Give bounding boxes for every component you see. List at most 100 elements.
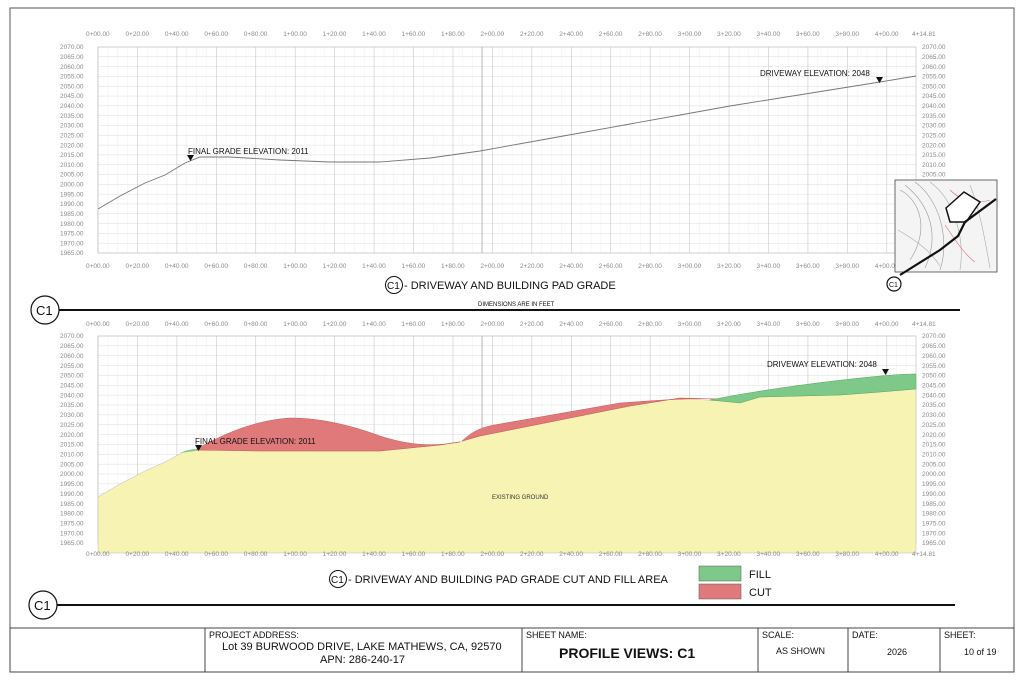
y-tick-label: 2030.00 xyxy=(922,412,946,419)
y-tick-label: 2025.00 xyxy=(60,422,84,429)
y-tick-label: 2010.00 xyxy=(60,451,84,458)
top-title-tag-circle xyxy=(385,276,403,294)
y-tick-label: 2030.00 xyxy=(60,123,84,130)
cut-area-1 xyxy=(194,417,461,452)
bottom-title-tag: C1 xyxy=(331,575,344,586)
project-address-label: PROJECT ADDRESS: xyxy=(209,630,299,640)
y-tick-label: 2015.00 xyxy=(60,442,84,449)
y-tick-label: 1985.00 xyxy=(60,501,84,508)
y-tick-label: 1990.00 xyxy=(922,491,946,498)
x-tick-label: 1+40.00 xyxy=(362,31,386,38)
project-address: Lot 39 BURWOOD DRIVE, LAKE MATHEWS, CA, … xyxy=(222,641,502,653)
y-tick-label: 2065.00 xyxy=(60,54,84,61)
x-tick-label: 2+60.00 xyxy=(599,551,623,558)
x-tick-label: 3+20.00 xyxy=(717,31,741,38)
key-map-inset: C1 xyxy=(886,179,998,292)
x-tick-label: 1+80.00 xyxy=(441,551,465,558)
x-tick-label: 2+20.00 xyxy=(520,321,544,328)
y-tick-label: 2025.00 xyxy=(922,132,946,139)
y-tick-label: 2055.00 xyxy=(60,74,84,81)
x-tick-label: 0+20.00 xyxy=(125,263,149,270)
y-tick-label: 2060.00 xyxy=(60,353,84,360)
y-tick-label: 1975.00 xyxy=(922,520,946,527)
x-tick-label: 2+20.00 xyxy=(520,551,544,558)
x-tick-label: 1+20.00 xyxy=(323,263,347,270)
y-tick-label: 2055.00 xyxy=(922,74,946,81)
sheet-name: PROFILE VIEWS: C1 xyxy=(559,645,696,661)
x-tick-label: 1+60.00 xyxy=(402,551,426,558)
fill-area-small xyxy=(180,449,197,453)
x-tick-label: 3+20.00 xyxy=(717,321,741,328)
scale-label: SCALE: xyxy=(762,630,795,640)
y-tick-label: 1980.00 xyxy=(922,511,946,518)
x-tick-label: 1+80.00 xyxy=(441,31,465,38)
x-tick-label: 1+40.00 xyxy=(362,551,386,558)
y-tick-label: 1975.00 xyxy=(60,231,84,238)
x-tick-label: 2+60.00 xyxy=(599,321,623,328)
y-tick-label: 2040.00 xyxy=(922,392,946,399)
y-tick-label: 2040.00 xyxy=(60,103,84,110)
y-tick-label: 2000.00 xyxy=(922,471,946,478)
y-tick-label: 1980.00 xyxy=(60,511,84,518)
existing-ground-area xyxy=(97,388,917,554)
x-tick-label: 1+00.00 xyxy=(283,551,307,558)
y-tick-label: 2035.00 xyxy=(922,113,946,120)
y-tick-label: 1995.00 xyxy=(922,481,946,488)
x-tick-label: 0+00.00 xyxy=(86,263,110,270)
x-tick-label: 4+00.00 xyxy=(875,263,899,270)
x-tick-label: 0+80.00 xyxy=(244,551,268,558)
bottom-driveway-elevation-annotation: DRIVEWAY ELEVATION: 2048 xyxy=(767,360,877,369)
y-tick-label: 2070.00 xyxy=(922,333,946,340)
bottom-driveway-marker-icon xyxy=(882,369,889,375)
x-tick-label: 3+60.00 xyxy=(796,263,820,270)
x-tick-label: 0+20.00 xyxy=(125,31,149,38)
y-tick-label: 1975.00 xyxy=(60,520,84,527)
x-tick-label: 0+40.00 xyxy=(165,31,189,38)
x-tick-label: 4+00.00 xyxy=(875,31,899,38)
y-tick-label: 2045.00 xyxy=(60,382,84,389)
y-tick-label: 2020.00 xyxy=(60,142,84,149)
x-tick-label: 3+00.00 xyxy=(678,321,702,328)
x-tick-label: 4+14.81 xyxy=(912,31,936,38)
y-tick-label: 2035.00 xyxy=(60,113,84,120)
x-tick-label: 1+80.00 xyxy=(441,321,465,328)
x-tick-label: 3+80.00 xyxy=(835,31,859,38)
y-tick-label: 2060.00 xyxy=(922,353,946,360)
x-tick-label: 2+40.00 xyxy=(559,263,583,270)
x-tick-label: 1+40.00 xyxy=(362,263,386,270)
x-tick-label: 0+20.00 xyxy=(125,551,149,558)
driveway-elevation-marker-icon xyxy=(876,77,883,83)
sheet-number: 10 of 19 xyxy=(964,647,997,657)
y-tick-label: 2070.00 xyxy=(60,333,84,340)
legend-cut-label: CUT xyxy=(749,587,772,599)
y-tick-label: 1970.00 xyxy=(60,530,84,537)
y-tick-label: 2005.00 xyxy=(60,461,84,468)
x-tick-label: 4+14.81 xyxy=(912,321,936,328)
x-tick-label: 2+80.00 xyxy=(638,263,662,270)
x-tick-label: 3+60.00 xyxy=(796,31,820,38)
x-tick-label: 3+20.00 xyxy=(717,263,741,270)
grid-frame xyxy=(97,46,917,254)
y-tick-label: 2045.00 xyxy=(922,382,946,389)
bottom-profile-y-ticks-right: 2070.00 2065.00 2060.00 2055.00 2050.00 2045.… xyxy=(922,333,946,547)
x-tick-label: 0+20.00 xyxy=(125,321,149,328)
x-tick-label: 1+60.00 xyxy=(402,31,426,38)
y-tick-label: 2005.00 xyxy=(60,172,84,179)
legend-cut-swatch xyxy=(698,583,742,600)
y-tick-label: 2045.00 xyxy=(922,93,946,100)
top-profile-x-ticks-upper: 0+00.00 0+20.00 0+40.00 0+60.00 0+80.00 1+00.… xyxy=(86,31,936,38)
y-tick-label: 2050.00 xyxy=(922,83,946,90)
key-map-c1-marker xyxy=(886,276,902,292)
top-profile-y-ticks-left: 2070.00 2065.00 2060.00 2055.00 2050.00 2045.… xyxy=(60,44,84,257)
y-tick-label: 1985.00 xyxy=(60,211,84,218)
x-tick-label: 4+00.00 xyxy=(875,551,899,558)
x-tick-label: 2+40.00 xyxy=(559,321,583,328)
x-tick-label: 3+00.00 xyxy=(678,551,702,558)
x-tick-label: 0+40.00 xyxy=(165,321,189,328)
y-tick-label: 2040.00 xyxy=(922,103,946,110)
x-tick-label: 0+60.00 xyxy=(204,551,228,558)
x-tick-label: 2+20.00 xyxy=(520,31,544,38)
y-tick-label: 2015.00 xyxy=(60,152,84,159)
y-tick-label: 2045.00 xyxy=(60,93,84,100)
